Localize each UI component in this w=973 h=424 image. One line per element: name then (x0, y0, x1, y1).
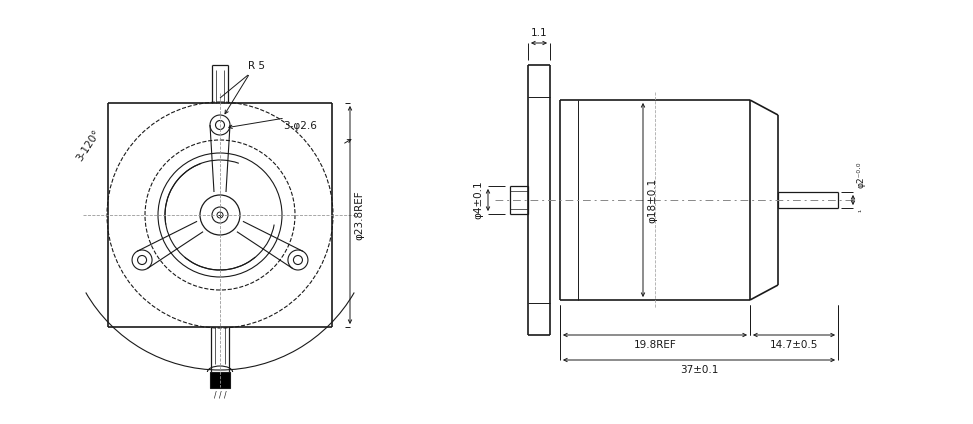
Text: ¹: ¹ (857, 209, 866, 212)
Text: 14.7±0.5: 14.7±0.5 (770, 340, 818, 350)
Text: φ4±0.1: φ4±0.1 (473, 181, 483, 219)
Bar (210, 372, 230, 388)
Text: φ2⁻⁰·⁰: φ2⁻⁰·⁰ (857, 162, 866, 188)
Text: 1.1: 1.1 (530, 28, 547, 38)
Text: 3-120°: 3-120° (74, 128, 102, 163)
Text: R 5: R 5 (248, 61, 265, 71)
Text: φ18±0.1: φ18±0.1 (647, 177, 657, 223)
Text: 37±0.1: 37±0.1 (680, 365, 718, 375)
Text: /: / (219, 391, 221, 399)
Text: /: / (214, 391, 216, 399)
Text: 19.8REF: 19.8REF (633, 340, 676, 350)
Text: φ23.8REF: φ23.8REF (354, 190, 364, 240)
Text: /: / (224, 391, 227, 399)
Text: 3-φ2.6: 3-φ2.6 (283, 121, 317, 131)
